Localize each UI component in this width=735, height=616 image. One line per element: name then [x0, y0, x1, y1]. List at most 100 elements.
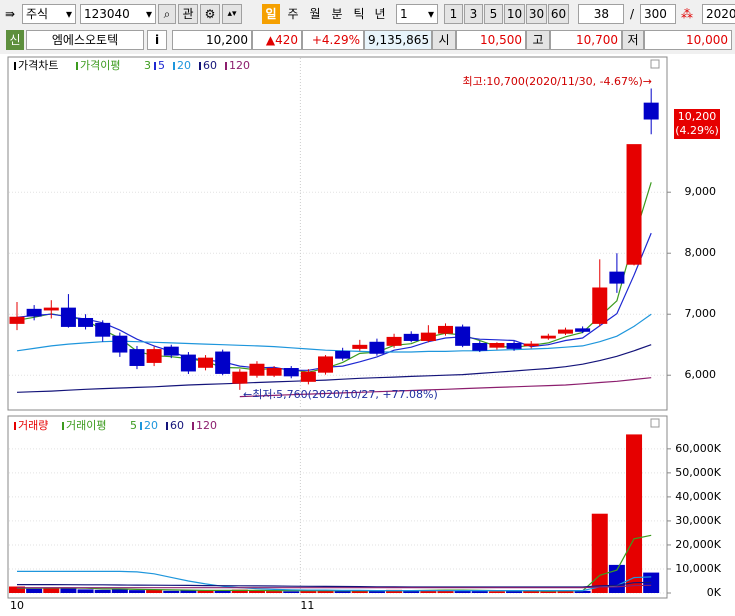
- candle-body: [472, 343, 488, 351]
- period-button[interactable]: 월: [309, 7, 321, 21]
- legend-marker: [140, 422, 142, 430]
- period-button[interactable]: 분: [331, 7, 343, 21]
- interval-button[interactable]: 5: [484, 4, 503, 24]
- volume-bar: [403, 590, 420, 593]
- price-tag-label: (4.29%): [675, 124, 719, 137]
- price: 10,200: [172, 30, 252, 50]
- candle-body: [626, 144, 642, 265]
- y-tick-label: 40,000K: [675, 490, 721, 503]
- high-label: 고: [526, 30, 550, 50]
- volume-bar: [300, 591, 317, 593]
- candle-body: [60, 307, 76, 327]
- count-input[interactable]: 38: [578, 4, 624, 24]
- moving-average-line: [16, 232, 652, 371]
- y-tick-label: 6,000: [685, 368, 717, 381]
- volume-bar: [283, 591, 300, 593]
- volume-bar: [180, 590, 197, 593]
- price-tag: [674, 109, 720, 139]
- volume-bar: [437, 589, 454, 593]
- period-button[interactable]: 틱: [353, 7, 365, 21]
- legend-label: 5: [130, 419, 137, 432]
- watch-button[interactable]: 관: [178, 4, 198, 24]
- legend-label: 20: [144, 419, 158, 432]
- candle-body: [403, 333, 419, 341]
- volume-bar: [334, 590, 351, 593]
- interval-button[interactable]: 1: [444, 4, 463, 24]
- legend-label: 5: [158, 59, 165, 72]
- y-tick-label: 7,000: [685, 307, 717, 320]
- search-button[interactable]: ⌕: [158, 4, 176, 24]
- period-button[interactable]: 일: [262, 4, 280, 24]
- low: 10,000: [644, 30, 732, 50]
- candle-body: [609, 271, 625, 284]
- candle-body: [455, 326, 471, 346]
- volume-bar: [454, 590, 471, 593]
- market-select[interactable]: 주식 ▾: [22, 4, 76, 24]
- legend-marker: [199, 62, 201, 70]
- volume-bar: [506, 591, 523, 593]
- candle-body: [95, 322, 111, 337]
- y-tick-label: 20,000K: [675, 538, 721, 551]
- interval-button[interactable]: 60: [548, 4, 569, 24]
- candle-body: [420, 332, 436, 341]
- panel-button[interactable]: [650, 418, 660, 428]
- spin-button[interactable]: ▴▾: [222, 4, 242, 24]
- candle-body: [335, 350, 351, 359]
- legend-marker: [154, 62, 156, 70]
- y-tick-label: 9,000: [685, 185, 717, 198]
- legend-marker: [225, 62, 227, 70]
- code: 123040: [84, 7, 130, 21]
- candle-body: [232, 371, 248, 384]
- legend-marker: [14, 422, 16, 430]
- legend-label: 거래량: [18, 419, 48, 432]
- panel-button[interactable]: [650, 59, 660, 69]
- menu-icon[interactable]: ⇛: [4, 7, 16, 21]
- rate: +4.29%: [302, 30, 364, 50]
- volume-bar: [26, 588, 43, 593]
- moving-average-line: [17, 570, 652, 592]
- legend-marker: [14, 62, 16, 70]
- candle-body: [643, 102, 659, 120]
- volume-bar: [94, 589, 111, 593]
- info-button[interactable]: i: [147, 30, 167, 50]
- period-count-select[interactable]: 1 ▾: [396, 4, 438, 24]
- legend-label: 20: [177, 59, 191, 72]
- total-input[interactable]: 300: [640, 4, 676, 24]
- interval-button[interactable]: 3: [464, 4, 483, 24]
- volume-bar: [351, 590, 368, 593]
- price-tag-label: 10,200: [678, 110, 717, 123]
- candle-body: [386, 336, 402, 346]
- volume-bar: [540, 590, 557, 593]
- volume-bar: [317, 590, 334, 593]
- candle-body: [352, 344, 368, 349]
- interval-button[interactable]: 30: [526, 4, 547, 24]
- legend-label: 60: [170, 419, 184, 432]
- legend-label: 가격차트: [18, 59, 58, 72]
- candle-body: [283, 368, 299, 377]
- legend-marker: [166, 422, 168, 430]
- candle-body: [112, 335, 128, 353]
- candle-body: [489, 343, 505, 348]
- volume-bar: [111, 589, 128, 593]
- legend-label: 거래이평: [66, 419, 106, 432]
- open-label: 시: [432, 30, 456, 50]
- candle-body: [557, 329, 573, 334]
- options-icon[interactable]: ⁂: [681, 7, 693, 21]
- date-input[interactable]: 2020/: [702, 4, 735, 24]
- interval-button[interactable]: 10: [504, 4, 525, 24]
- settings-button[interactable]: ⚙: [200, 4, 220, 24]
- period-button[interactable]: 년: [374, 7, 386, 21]
- y-tick-label: 30,000K: [675, 514, 721, 527]
- volume-bar: [197, 590, 214, 593]
- volume-bar: [60, 587, 77, 593]
- code-input[interactable]: 123040 ▾: [80, 4, 156, 24]
- y-tick-label: 50,000K: [675, 466, 721, 479]
- volume-panel: [7, 415, 668, 599]
- legend-marker: [62, 422, 64, 430]
- period-button[interactable]: 주: [287, 7, 299, 21]
- candle-body: [9, 316, 25, 324]
- moving-average-line: [239, 377, 652, 398]
- legend-label: 120: [229, 59, 250, 72]
